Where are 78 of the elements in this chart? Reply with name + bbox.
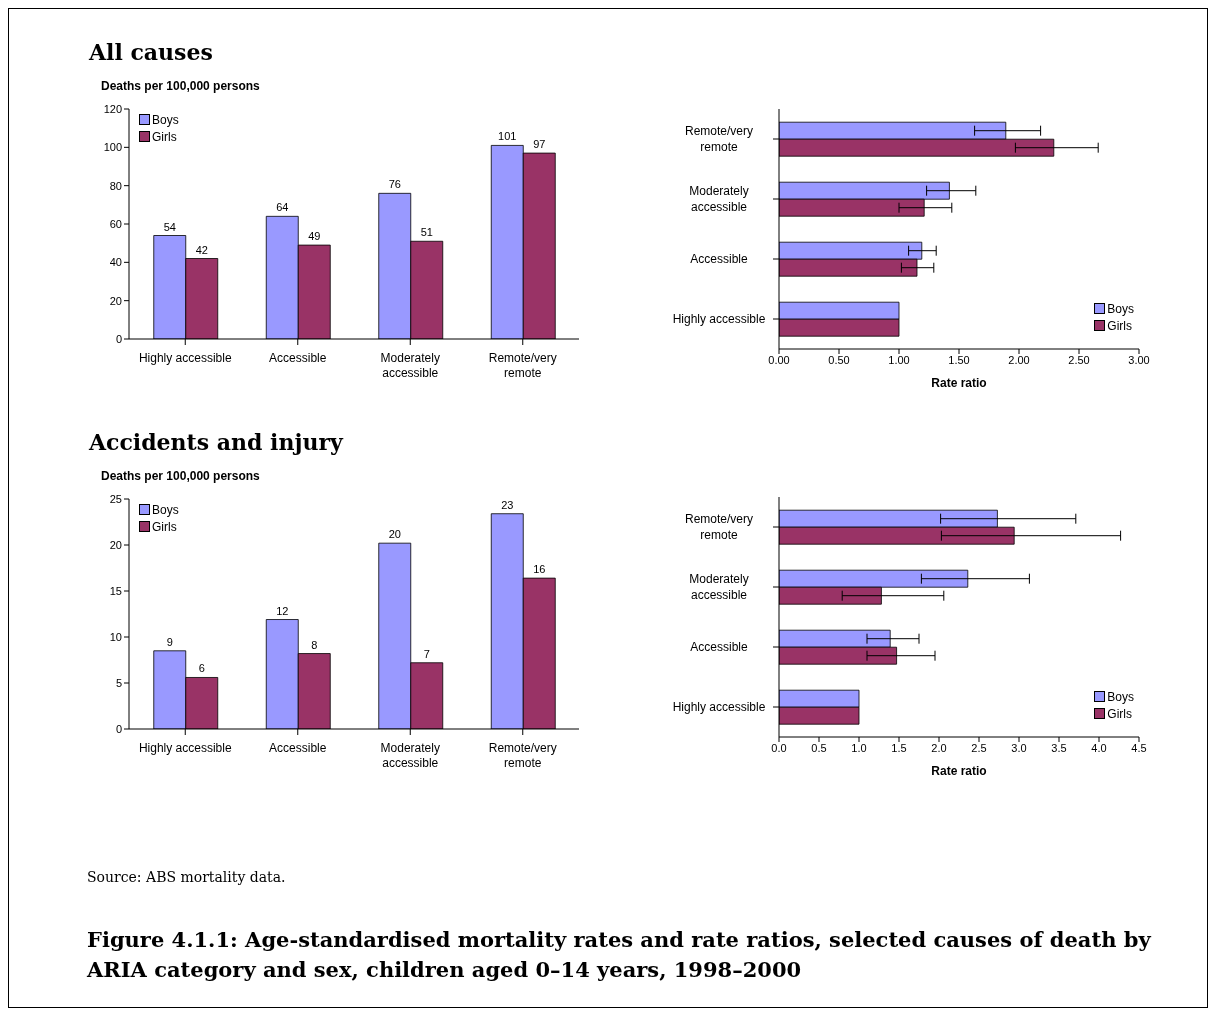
data-label: 6: [198, 662, 205, 675]
legend-label: Girls: [152, 129, 177, 144]
chart-title: All causes: [89, 39, 214, 67]
caption: Figure 4.1.1: Age-standardised mortality rates and rate ratios, selected causes of death by ARIA category and sex, children aged 0–14 years, 1998–2000: [87, 926, 1153, 984]
data-label: 7: [423, 647, 430, 660]
x-tick-label: 3.0: [1011, 741, 1027, 754]
y-tick-label: 0: [115, 722, 122, 735]
x-tick-label: 2.50: [1068, 353, 1090, 366]
data-label: 42: [195, 243, 208, 256]
y-tick-label: Highly accessible: [672, 312, 766, 327]
x-tick-label: 1.0: [851, 741, 867, 754]
x-axis-title: Rate ratio: [931, 764, 987, 778]
x-tick-label: 3.00: [1128, 353, 1150, 366]
data-label: 16: [533, 563, 546, 576]
y-tick-label: Highly accessible: [672, 700, 766, 715]
x-tick-label: Highly accessible: [138, 350, 232, 365]
legend-label: Girls: [152, 519, 177, 534]
source-note: Source: ABS mortality data.: [87, 869, 287, 885]
y-tick-label: 10: [109, 630, 122, 643]
x-tick-label: Moderately accessible: [380, 740, 440, 771]
x-tick-label: Remote/very remote: [488, 350, 557, 381]
x-tick-label: 0.50: [828, 353, 850, 366]
x-tick-label: 1.00: [888, 353, 910, 366]
data-label: 76: [388, 178, 401, 191]
y-tick-label: 60: [109, 217, 122, 230]
chart-title: Accidents and injury: [89, 429, 345, 457]
y-tick-label: 40: [109, 256, 122, 269]
y-tick-label: 0: [115, 332, 122, 345]
legend-label: Girls: [1107, 318, 1132, 333]
x-tick-label: Remote/very remote: [488, 740, 557, 771]
y-tick-label: 20: [109, 538, 122, 551]
legend-label: Boys: [1107, 689, 1134, 704]
x-tick-label: 2.5: [971, 741, 987, 754]
x-tick-label: Accessible: [269, 740, 327, 755]
x-tick-label: 2.00: [1008, 353, 1030, 366]
data-label: 97: [533, 138, 546, 151]
y-tick-label: Moderately accessible: [689, 572, 749, 603]
y-tick-label: 15: [109, 584, 122, 597]
data-label: 9: [166, 635, 173, 648]
legend-label: Boys: [152, 502, 179, 517]
x-tick-label: Highly accessible: [138, 740, 232, 755]
x-tick-label: Accessible: [269, 350, 327, 365]
y-tick-label: Moderately accessible: [689, 184, 749, 215]
data-label: 12: [276, 604, 289, 617]
data-label: 101: [498, 130, 517, 143]
y-axis-title: Deaths per 100,000 persons: [101, 79, 261, 95]
x-tick-label: Moderately accessible: [380, 350, 440, 381]
data-label: 23: [501, 498, 514, 511]
y-tick-label: 100: [103, 141, 122, 154]
x-tick-label: 1.50: [948, 353, 970, 366]
legend-label: Girls: [1107, 706, 1132, 721]
legend-label: Boys: [1107, 301, 1134, 316]
y-tick-label: 5: [115, 676, 122, 689]
y-tick-label: 120: [103, 102, 122, 115]
data-label: 20: [388, 528, 401, 541]
x-axis-title: Rate ratio: [931, 376, 987, 390]
x-tick-label: 0.0: [771, 741, 787, 754]
data-label: 51: [420, 226, 433, 239]
y-axis-title: Deaths per 100,000 persons: [101, 469, 261, 485]
data-label: 64: [276, 201, 289, 214]
x-tick-label: 4.0: [1091, 741, 1107, 754]
data-label: 49: [308, 230, 321, 243]
data-label: 54: [163, 220, 176, 233]
y-tick-label: Remote/very remote: [684, 124, 754, 155]
x-tick-label: 0.5: [811, 741, 827, 754]
y-tick-label: Remote/very remote: [684, 512, 754, 543]
y-tick-label: 25: [109, 492, 122, 505]
y-tick-label: Accessible: [690, 252, 748, 267]
y-tick-label: 80: [109, 179, 122, 192]
x-tick-label: 1.5: [891, 741, 907, 754]
y-tick-label: 20: [109, 294, 122, 307]
x-tick-label: 3.5: [1051, 741, 1067, 754]
x-tick-label: 0.00: [768, 353, 790, 366]
x-tick-label: 4.5: [1131, 741, 1147, 754]
data-label: 8: [311, 638, 318, 651]
legend-label: Boys: [152, 112, 179, 127]
x-tick-label: 2.0: [931, 741, 947, 754]
y-tick-label: Accessible: [690, 640, 748, 655]
